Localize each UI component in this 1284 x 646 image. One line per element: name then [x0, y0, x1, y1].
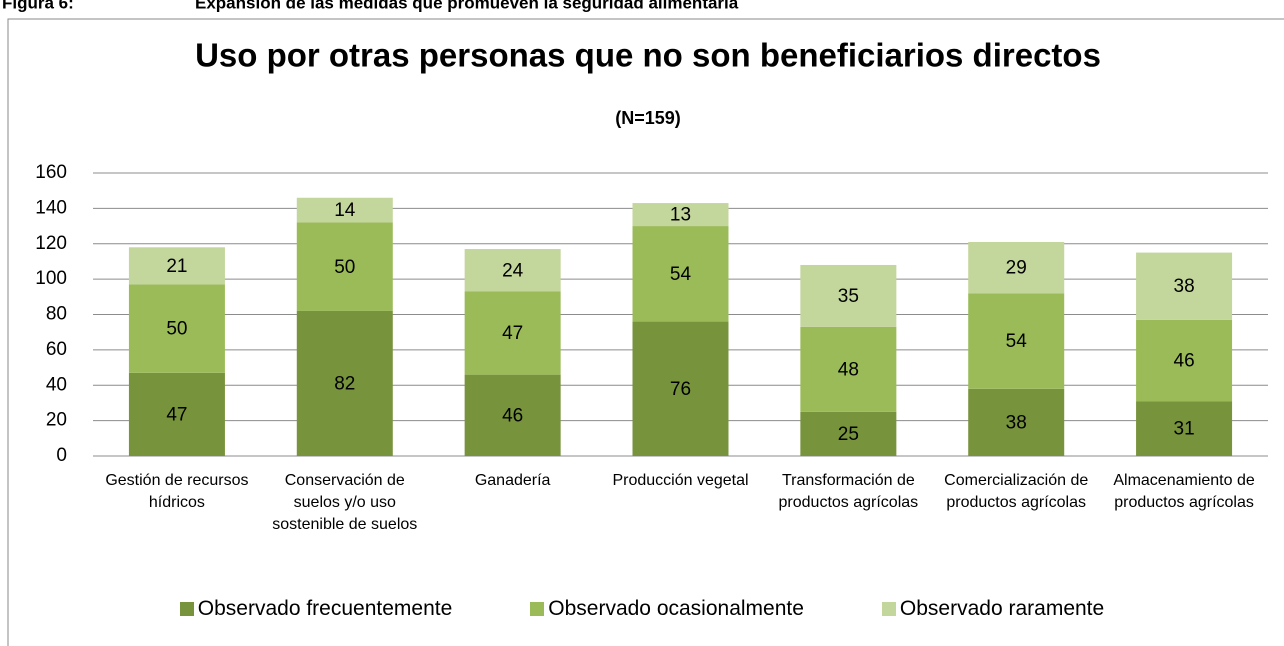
legend-swatch [881, 602, 896, 616]
x-tick-label: Almacenamiento de productos agrícolas [1113, 472, 1255, 511]
bar-segment [968, 241, 1065, 294]
x-tick-label: Ganadería [474, 472, 551, 489]
bar-segment [800, 326, 897, 412]
caption-text: Expansión de las medidas que promueven l… [195, 0, 739, 12]
data-label: 38 [1006, 412, 1027, 433]
bar-segment [464, 374, 561, 456]
legend-label: Observado frecuentemente [197, 597, 453, 620]
bar-segment [632, 203, 729, 227]
legend-label: Observado raramente [899, 597, 1105, 620]
y-tick-label: 20 [46, 410, 67, 431]
bar-segment [1136, 319, 1233, 402]
x-tick-label: Producción vegetal [612, 472, 749, 489]
data-label: 82 [334, 373, 355, 394]
data-label: 29 [1006, 258, 1027, 279]
data-label: 38 [1174, 276, 1195, 297]
data-label: 24 [502, 260, 524, 281]
bar-segment [632, 321, 729, 456]
legend-item: Observado frecuentemente [179, 597, 453, 621]
y-tick-label: 60 [46, 339, 67, 360]
bar-segment [128, 372, 225, 456]
data-label: 54 [1006, 331, 1028, 352]
y-tick-label: 0 [56, 445, 67, 466]
bar-segment [800, 264, 897, 327]
data-label: 47 [502, 323, 523, 344]
bar-segment [464, 291, 561, 375]
data-label: 48 [838, 359, 859, 380]
bar-segment [128, 284, 225, 373]
bar-segment [968, 388, 1065, 456]
legend-item: Observado ocasionalmente [530, 597, 804, 621]
legend-label: Observado ocasionalmente [548, 597, 804, 620]
chart-subtitle: (N=159) [615, 108, 681, 128]
data-label: 50 [166, 319, 187, 340]
legend-swatch [530, 602, 545, 616]
caption-label: Figura 6: [2, 0, 74, 12]
legend-swatch [179, 602, 194, 616]
bar-segment [128, 247, 225, 285]
bar-segment [464, 249, 561, 292]
y-tick-label: 40 [46, 374, 67, 395]
y-tick-label: 100 [35, 268, 67, 289]
bar-segment [800, 411, 897, 456]
x-tick-label: Conservación de suelos y/o uso sostenibl… [272, 472, 418, 533]
bar-segment [1136, 401, 1233, 456]
bar-segment [632, 226, 729, 322]
chart-frame [7, 18, 1284, 646]
bar-segment [968, 293, 1065, 389]
data-label: 25 [838, 424, 859, 445]
chart-title: Uso por otras personas que no son benefi… [195, 37, 1101, 74]
bar-segment [296, 197, 393, 223]
data-label: 13 [670, 205, 691, 226]
data-label: 21 [166, 256, 187, 277]
data-label: 47 [166, 404, 187, 425]
data-label: 14 [334, 200, 356, 221]
bar-segment [296, 222, 393, 311]
bar-segment [296, 310, 393, 456]
data-label: 35 [838, 286, 859, 307]
y-tick-label: 80 [46, 304, 67, 325]
y-tick-label: 120 [35, 233, 67, 254]
y-tick-label: 160 [35, 162, 67, 183]
x-tick-label: Gestión de recursos hídricos [105, 472, 249, 511]
x-tick-label: Comercialización de productos agrícolas [944, 472, 1089, 511]
data-label: 50 [334, 257, 355, 278]
data-label: 76 [670, 379, 691, 400]
data-label: 54 [670, 264, 692, 285]
bar-segment [1136, 252, 1233, 320]
legend: Observado frecuentemente Observado ocasio… [0, 597, 1284, 621]
legend-item: Observado raramente [881, 597, 1105, 621]
data-label: 46 [502, 405, 523, 426]
data-label: 46 [1174, 351, 1195, 372]
x-tick-label: Transformación de productos agrícolas [778, 472, 919, 511]
y-tick-label: 140 [35, 197, 67, 218]
data-label: 31 [1174, 419, 1195, 440]
